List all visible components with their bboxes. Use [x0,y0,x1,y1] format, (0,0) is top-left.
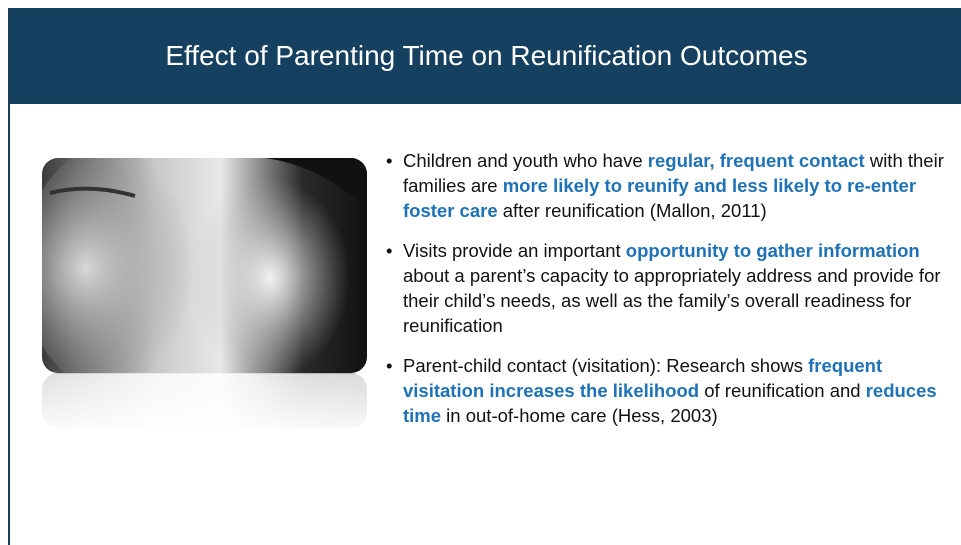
page: Effect of Parenting Time on Reunificatio… [0,0,961,545]
bullet: Parent-child contact (visitation): Resea… [384,353,949,428]
bullet-text: Parent-child contact (visitation): Resea… [403,355,808,376]
bullet: Visits provide an important opportunity … [384,238,949,338]
title: Effect of Parenting Time on Reunificatio… [165,40,807,72]
slide: Effect of Parenting Time on Reunificatio… [8,8,961,545]
highlight-text: opportunity to gather information [626,240,920,261]
bullet-text: after reunification (Mallon, 2011) [498,200,767,221]
bullet-text: Children and youth who have [403,150,648,171]
highlight-text: regular, frequent contact [648,150,865,171]
photo [40,148,370,438]
header: Effect of Parenting Time on Reunificatio… [10,8,961,104]
bullet-list: Children and youth who have regular, fre… [384,148,949,443]
bullet-text: about a parent’s capacity to appropriate… [403,265,941,336]
bullet-text: Visits provide an important [403,240,626,261]
bullet: Children and youth who have regular, fre… [384,148,949,223]
bullet-text: of reunification and [699,380,866,401]
bullet-text: in out-of-home care (Hess, 2003) [441,405,718,426]
